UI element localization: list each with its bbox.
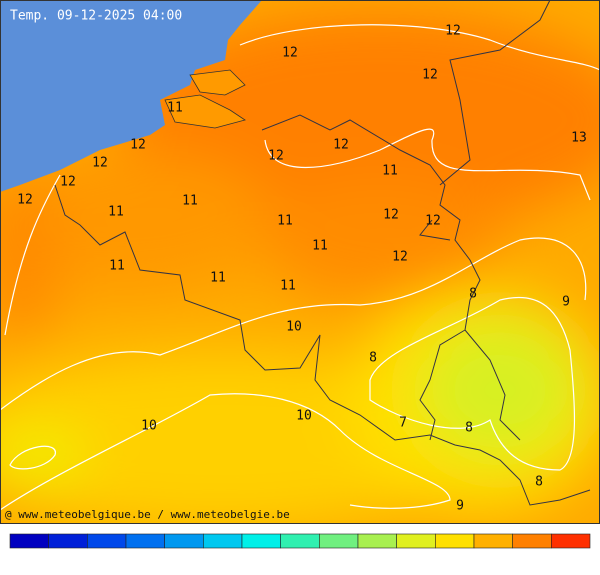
- scale-segment: [203, 533, 243, 549]
- scale-segment: [241, 533, 281, 549]
- borders: [54, 0, 591, 506]
- temperature-field: 12 12 12 13 11 12 12 12 12 12 12 11 11 11 11 12 12 11 12 11…: [0, 0, 600, 524]
- scale-segment: [435, 533, 475, 549]
- temperature-label: 11: [182, 194, 198, 209]
- map-title: Temp. 09-12-2025 04:00: [10, 9, 182, 24]
- temperature-label: 12: [268, 149, 284, 164]
- temperature-label: 10: [141, 419, 157, 434]
- temperature-label: 12: [92, 156, 108, 171]
- temperature-label: 12: [445, 24, 461, 39]
- temperature-label: 13: [571, 131, 587, 146]
- temperature-label: 8: [369, 351, 377, 366]
- temperature-label: 11: [277, 214, 293, 229]
- scale-segment: [319, 533, 359, 549]
- temperature-label: 12: [17, 193, 33, 208]
- temperature-label: 11: [280, 279, 296, 294]
- scale-segment: [357, 533, 397, 549]
- credit: @ www.meteobelgique.be / www.meteobelgie…: [5, 508, 290, 521]
- isotherms: [0, 24, 600, 511]
- temperature-label: 11: [167, 101, 183, 116]
- scale-segment: [396, 533, 436, 549]
- scale-segment: [473, 533, 513, 549]
- temperature-label: 12: [130, 138, 146, 153]
- temperature-label: 12: [392, 250, 408, 265]
- temperature-label: 12: [60, 175, 76, 190]
- scale-segment: [125, 533, 165, 549]
- temperature-label: 12: [422, 68, 438, 83]
- scale-segment: [48, 533, 88, 549]
- sea: [0, 0, 262, 192]
- temperature-label: 11: [312, 239, 328, 254]
- color-scale: [9, 533, 591, 549]
- temperature-label: 11: [109, 259, 125, 274]
- scale-segment: [551, 533, 591, 549]
- temperature-label: 10: [296, 409, 312, 424]
- temperature-label: 12: [333, 138, 349, 153]
- temperature-label: 7: [399, 416, 407, 431]
- scale-segment: [164, 533, 204, 549]
- temperature-label: 8: [469, 287, 477, 302]
- temperature-label: 12: [282, 46, 298, 61]
- temperature-label: 12: [383, 208, 399, 223]
- temperature-label: 11: [108, 205, 124, 220]
- temperature-label: 12: [425, 214, 441, 229]
- temperature-label: 11: [382, 164, 398, 179]
- scale-segment: [87, 533, 127, 549]
- scale-segment: [9, 533, 49, 549]
- temperature-label: 9: [562, 295, 570, 310]
- island: [164, 69, 246, 129]
- temperature-label: 8: [535, 475, 543, 490]
- temperature-label: 11: [210, 271, 226, 286]
- temperature-label: 10: [286, 320, 302, 335]
- temperature-label: 8: [465, 421, 473, 436]
- scale-segment: [512, 533, 552, 549]
- temperature-label: 9: [456, 499, 464, 514]
- scale-segment: [280, 533, 320, 549]
